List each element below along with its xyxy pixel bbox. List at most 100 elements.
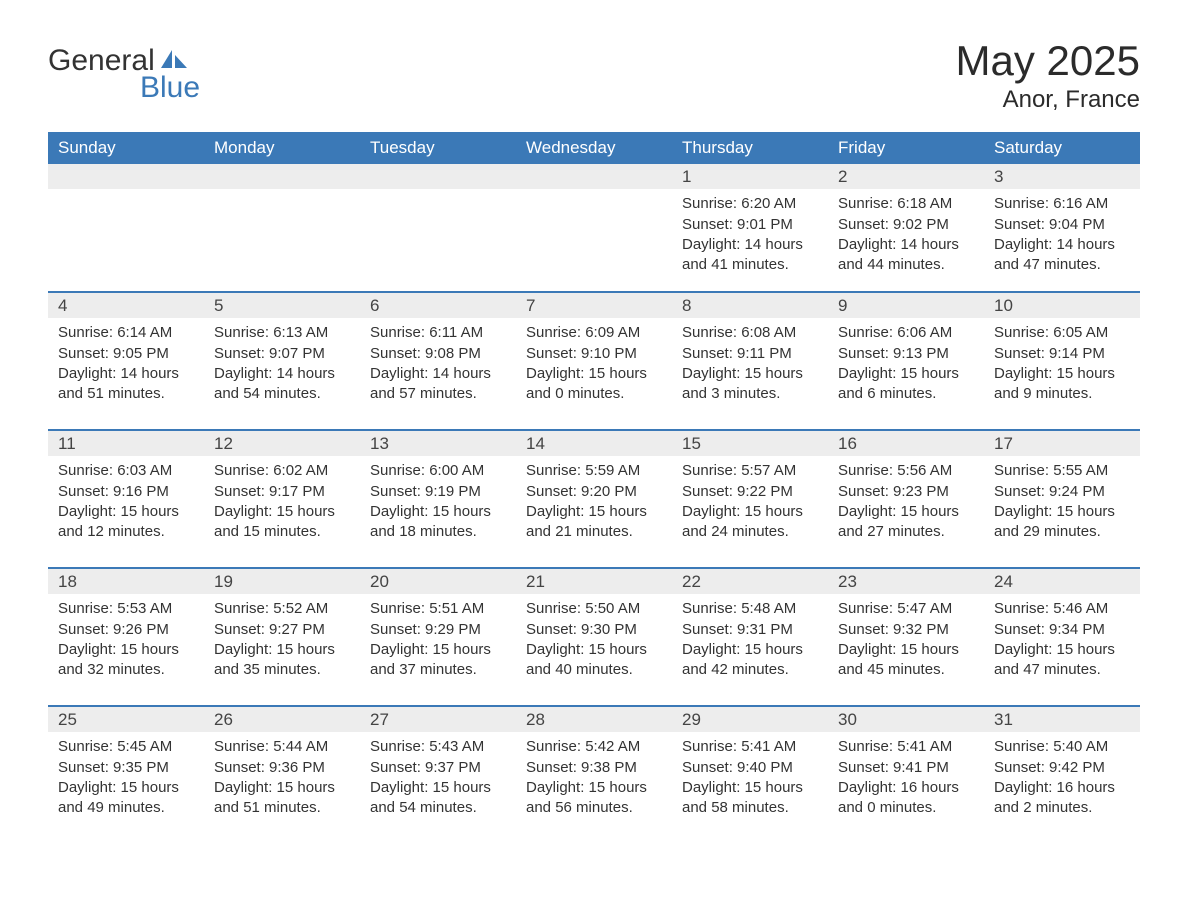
weekday-header: Thursday [672, 132, 828, 164]
sunrise-line: Sunrise: 6:11 AM [370, 323, 506, 343]
daylight-line: Daylight: 16 hours and 2 minutes. [994, 778, 1130, 819]
day-details: Sunrise: 6:02 AMSunset: 9:17 PMDaylight:… [204, 456, 360, 550]
calendar-cell: 13Sunrise: 6:00 AMSunset: 9:19 PMDayligh… [360, 430, 516, 568]
sunset-line: Sunset: 9:02 PM [838, 215, 974, 235]
daylight-line: Daylight: 15 hours and 29 minutes. [994, 502, 1130, 543]
sunrise-line: Sunrise: 6:18 AM [838, 194, 974, 214]
sunrise-line: Sunrise: 5:56 AM [838, 461, 974, 481]
sunset-line: Sunset: 9:07 PM [214, 344, 350, 364]
calendar-week: 18Sunrise: 5:53 AMSunset: 9:26 PMDayligh… [48, 568, 1140, 706]
sunset-line: Sunset: 9:14 PM [994, 344, 1130, 364]
sunrise-line: Sunrise: 5:53 AM [58, 599, 194, 619]
sunrise-line: Sunrise: 6:14 AM [58, 323, 194, 343]
sunrise-line: Sunrise: 6:08 AM [682, 323, 818, 343]
day-number: 2 [828, 164, 984, 189]
day-number: 16 [828, 431, 984, 456]
sunset-line: Sunset: 9:01 PM [682, 215, 818, 235]
page-header: General Blue May 2025 Anor, France [48, 40, 1140, 114]
day-details: Sunrise: 5:56 AMSunset: 9:23 PMDaylight:… [828, 456, 984, 550]
sunset-line: Sunset: 9:04 PM [994, 215, 1130, 235]
day-number: 15 [672, 431, 828, 456]
daylight-line: Daylight: 15 hours and 49 minutes. [58, 778, 194, 819]
weekday-header: Saturday [984, 132, 1140, 164]
calendar-cell: 18Sunrise: 5:53 AMSunset: 9:26 PMDayligh… [48, 568, 204, 706]
sunrise-line: Sunrise: 5:43 AM [370, 737, 506, 757]
calendar-cell: 8Sunrise: 6:08 AMSunset: 9:11 PMDaylight… [672, 292, 828, 430]
sunrise-line: Sunrise: 5:57 AM [682, 461, 818, 481]
calendar-cell: 23Sunrise: 5:47 AMSunset: 9:32 PMDayligh… [828, 568, 984, 706]
daylight-line: Daylight: 14 hours and 54 minutes. [214, 364, 350, 405]
day-number: 6 [360, 293, 516, 318]
day-details: Sunrise: 6:00 AMSunset: 9:19 PMDaylight:… [360, 456, 516, 550]
day-number: 12 [204, 431, 360, 456]
calendar-cell [516, 164, 672, 292]
calendar-week: 11Sunrise: 6:03 AMSunset: 9:16 PMDayligh… [48, 430, 1140, 568]
calendar-cell: 12Sunrise: 6:02 AMSunset: 9:17 PMDayligh… [204, 430, 360, 568]
calendar-cell: 1Sunrise: 6:20 AMSunset: 9:01 PMDaylight… [672, 164, 828, 292]
calendar-cell: 16Sunrise: 5:56 AMSunset: 9:23 PMDayligh… [828, 430, 984, 568]
day-number: 21 [516, 569, 672, 594]
day-details: Sunrise: 5:47 AMSunset: 9:32 PMDaylight:… [828, 594, 984, 688]
weekday-header: Tuesday [360, 132, 516, 164]
day-number: 18 [48, 569, 204, 594]
daylight-line: Daylight: 15 hours and 40 minutes. [526, 640, 662, 681]
sunrise-line: Sunrise: 5:44 AM [214, 737, 350, 757]
day-details: Sunrise: 5:42 AMSunset: 9:38 PMDaylight:… [516, 732, 672, 826]
sunset-line: Sunset: 9:10 PM [526, 344, 662, 364]
calendar-head: SundayMondayTuesdayWednesdayThursdayFrid… [48, 132, 1140, 164]
daylight-line: Daylight: 14 hours and 41 minutes. [682, 235, 818, 276]
logo: General Blue [48, 40, 200, 101]
sunrise-line: Sunrise: 5:40 AM [994, 737, 1130, 757]
day-number: 28 [516, 707, 672, 732]
calendar-cell: 29Sunrise: 5:41 AMSunset: 9:40 PMDayligh… [672, 706, 828, 844]
day-number: 14 [516, 431, 672, 456]
calendar-cell: 31Sunrise: 5:40 AMSunset: 9:42 PMDayligh… [984, 706, 1140, 844]
calendar-table: SundayMondayTuesdayWednesdayThursdayFrid… [48, 132, 1140, 844]
calendar-cell: 20Sunrise: 5:51 AMSunset: 9:29 PMDayligh… [360, 568, 516, 706]
day-number: 26 [204, 707, 360, 732]
sunrise-line: Sunrise: 5:42 AM [526, 737, 662, 757]
sunset-line: Sunset: 9:32 PM [838, 620, 974, 640]
sunrise-line: Sunrise: 6:02 AM [214, 461, 350, 481]
sunrise-line: Sunrise: 6:13 AM [214, 323, 350, 343]
daylight-line: Daylight: 15 hours and 42 minutes. [682, 640, 818, 681]
daylight-line: Daylight: 15 hours and 24 minutes. [682, 502, 818, 543]
month-title: May 2025 [956, 40, 1140, 82]
weekday-header: Friday [828, 132, 984, 164]
calendar-cell: 4Sunrise: 6:14 AMSunset: 9:05 PMDaylight… [48, 292, 204, 430]
daylight-line: Daylight: 15 hours and 45 minutes. [838, 640, 974, 681]
calendar-cell: 28Sunrise: 5:42 AMSunset: 9:38 PMDayligh… [516, 706, 672, 844]
daylight-line: Daylight: 15 hours and 56 minutes. [526, 778, 662, 819]
calendar-cell: 22Sunrise: 5:48 AMSunset: 9:31 PMDayligh… [672, 568, 828, 706]
daylight-line: Daylight: 14 hours and 51 minutes. [58, 364, 194, 405]
sunset-line: Sunset: 9:11 PM [682, 344, 818, 364]
daylight-line: Daylight: 14 hours and 44 minutes. [838, 235, 974, 276]
sunrise-line: Sunrise: 5:51 AM [370, 599, 506, 619]
day-number: 19 [204, 569, 360, 594]
calendar-cell: 25Sunrise: 5:45 AMSunset: 9:35 PMDayligh… [48, 706, 204, 844]
daylight-line: Daylight: 15 hours and 21 minutes. [526, 502, 662, 543]
calendar-cell: 27Sunrise: 5:43 AMSunset: 9:37 PMDayligh… [360, 706, 516, 844]
calendar-week: 4Sunrise: 6:14 AMSunset: 9:05 PMDaylight… [48, 292, 1140, 430]
calendar-cell: 30Sunrise: 5:41 AMSunset: 9:41 PMDayligh… [828, 706, 984, 844]
sunrise-line: Sunrise: 5:50 AM [526, 599, 662, 619]
weekday-header: Sunday [48, 132, 204, 164]
daylight-line: Daylight: 15 hours and 9 minutes. [994, 364, 1130, 405]
sunrise-line: Sunrise: 5:48 AM [682, 599, 818, 619]
sunset-line: Sunset: 9:05 PM [58, 344, 194, 364]
day-details: Sunrise: 6:08 AMSunset: 9:11 PMDaylight:… [672, 318, 828, 412]
sunset-line: Sunset: 9:36 PM [214, 758, 350, 778]
sunrise-line: Sunrise: 5:45 AM [58, 737, 194, 757]
sunset-line: Sunset: 9:19 PM [370, 482, 506, 502]
day-number: 1 [672, 164, 828, 189]
calendar-cell: 5Sunrise: 6:13 AMSunset: 9:07 PMDaylight… [204, 292, 360, 430]
calendar-cell: 26Sunrise: 5:44 AMSunset: 9:36 PMDayligh… [204, 706, 360, 844]
empty-daynum [48, 164, 204, 189]
calendar-cell [360, 164, 516, 292]
calendar-week: 1Sunrise: 6:20 AMSunset: 9:01 PMDaylight… [48, 164, 1140, 292]
day-number: 31 [984, 707, 1140, 732]
calendar-cell: 24Sunrise: 5:46 AMSunset: 9:34 PMDayligh… [984, 568, 1140, 706]
sunset-line: Sunset: 9:20 PM [526, 482, 662, 502]
sunrise-line: Sunrise: 6:05 AM [994, 323, 1130, 343]
daylight-line: Daylight: 15 hours and 6 minutes. [838, 364, 974, 405]
